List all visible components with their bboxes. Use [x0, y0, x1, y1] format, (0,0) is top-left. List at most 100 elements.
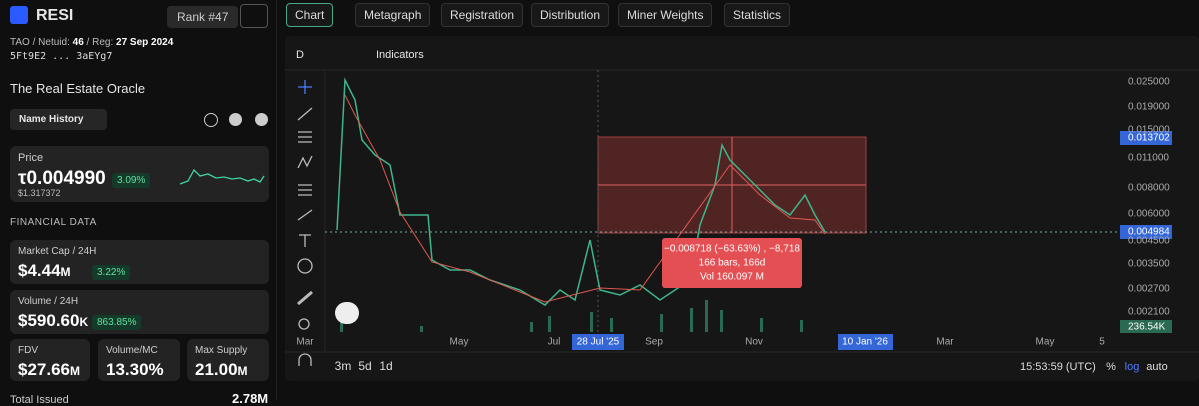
time-label: May [450, 337, 469, 348]
range-button[interactable]: 5d [358, 359, 371, 373]
time-label: Jul [548, 337, 561, 348]
time-label: 5 [1099, 337, 1105, 348]
price-label: 0.008000 [1128, 183, 1170, 194]
range-button[interactable]: 1d [379, 359, 392, 373]
time-tag-start [572, 334, 624, 350]
price-line-down [344, 94, 826, 303]
tab[interactable]: Metagraph [355, 3, 431, 27]
time-label: Sep [645, 337, 663, 348]
tv-logo [335, 302, 359, 324]
price-label: 0.019000 [1128, 102, 1170, 113]
name-history[interactable]: Name History [10, 109, 108, 130]
stat-unit: M [60, 265, 71, 279]
stat-card: FDV $27.66M [10, 339, 90, 381]
tab[interactable]: Distribution [531, 3, 610, 27]
stat-label: FDV [18, 345, 38, 356]
description: The Real Estate Oracle [10, 81, 146, 96]
reg-label: Reg: [92, 37, 114, 48]
line-tool[interactable] [297, 107, 313, 121]
price-label: 0.002700 [1128, 284, 1170, 295]
measure-text: −0.008718 (−63.63%) , −8,718 [664, 244, 800, 255]
zoom-tool[interactable] [298, 318, 310, 330]
price-tag: 236.54K [1128, 322, 1166, 333]
sparkline-line [180, 168, 265, 185]
tag-volume [1120, 320, 1172, 333]
interval[interactable]: D [296, 49, 304, 61]
indicators[interactable]: Indicators [376, 49, 424, 61]
price-label: 0.003500 [1128, 259, 1170, 270]
sidebar-toggle[interactable] [240, 4, 268, 28]
price-label: 0.004500 [1128, 236, 1170, 247]
stat-number: $590.60 [18, 311, 80, 330]
scale-option[interactable]: % [1106, 361, 1116, 373]
stat-change: 3.22% [92, 265, 131, 280]
stat-card: Volume / 24H $590.60K 863.85% [10, 290, 269, 334]
tab[interactable]: Registration [441, 3, 524, 27]
price-label: 0.011000 [1128, 153, 1169, 164]
stat-card: Volume/MC 13.30% [98, 339, 180, 381]
stat-value: $4.44M [18, 261, 71, 281]
price-label: 0.006000 [1128, 209, 1170, 220]
projection-tool[interactable] [298, 184, 312, 196]
title: RESI [36, 7, 74, 24]
tab[interactable]: Chart [286, 3, 334, 27]
text-tool[interactable] [299, 234, 311, 247]
stat-unit: K [79, 315, 89, 329]
stat-label: Market Cap / 24H [18, 246, 97, 257]
tab[interactable]: Miner Weights [618, 3, 713, 27]
stat-value: $590.60K [18, 311, 88, 331]
range-button[interactable]: 3m [335, 359, 352, 373]
ruler-tool[interactable] [297, 290, 313, 306]
tag-high [1120, 131, 1172, 145]
price-number: 0.004990 [26, 168, 106, 189]
stat-label: Max Supply [195, 345, 248, 356]
web-icon[interactable] [204, 113, 218, 127]
price-tag: 0.013702 [1128, 133, 1170, 144]
time-label: Mar [296, 337, 314, 348]
stat-number: $4.44 [18, 261, 61, 280]
sparkline [180, 168, 265, 185]
emoji-tool[interactable] [297, 258, 313, 274]
scale-option[interactable]: auto [1146, 361, 1167, 373]
pattern-tool[interactable] [297, 155, 313, 169]
price-line [336, 77, 826, 306]
time-tag: 28 Jul '25 [577, 337, 620, 348]
rank: Rank #47 [167, 6, 239, 28]
fib-tool[interactable] [298, 131, 312, 143]
price-change: 3.09% [112, 173, 151, 188]
measure-text: 166 bars, 166d [699, 258, 766, 269]
time-label: May [1036, 337, 1055, 348]
drawing-tools [297, 80, 313, 366]
tab[interactable]: Statistics [724, 3, 791, 27]
price-label: 0.015000 [1128, 125, 1170, 136]
stat-label: Volume/MC [106, 345, 158, 356]
stat-label: Volume / 24H [18, 296, 79, 307]
netuid-label: Netuid: [38, 37, 70, 48]
stat-number: $27.66 [18, 360, 70, 379]
stat-value: 13.30% [106, 360, 164, 380]
price-label: 0.025000 [1128, 77, 1170, 88]
crosshair-tool[interactable] [298, 80, 312, 94]
price-label: Price [18, 152, 44, 164]
address[interactable]: 5Ft9E2 ... 3aEYg7 [10, 51, 113, 62]
discord-icon[interactable] [255, 113, 268, 126]
price-value: τ0.004990 [18, 168, 106, 190]
network: TAO [10, 37, 30, 48]
stat-value: $27.66M [18, 360, 80, 380]
price-label: 0.002100 [1128, 307, 1170, 318]
price-card: Price τ0.004990 $1.317372 3.09% [10, 146, 269, 202]
scale-option[interactable]: log [1125, 361, 1140, 373]
time-label: Mar [936, 337, 954, 348]
price-usd: $1.317372 [18, 188, 61, 198]
github-icon[interactable] [229, 113, 242, 126]
time-tag-end [838, 334, 893, 350]
stat-number: 21.00 [195, 360, 238, 379]
meta: TAO / Netuid: 46 / Reg: 27 Sep 2024 [10, 37, 174, 48]
tag-last [1120, 225, 1172, 239]
magnet-tool[interactable] [298, 353, 312, 366]
stat-card: Max Supply 21.00M [187, 339, 269, 381]
measure-text: Vol 160.097 M [700, 272, 764, 283]
brush-tool[interactable] [297, 209, 313, 221]
netuid: 46 [72, 37, 84, 48]
